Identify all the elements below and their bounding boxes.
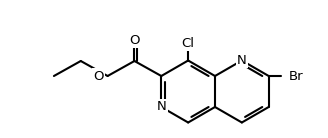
Text: Cl: Cl: [182, 37, 195, 50]
Text: Br: Br: [289, 70, 303, 83]
Text: O: O: [93, 70, 104, 83]
Text: N: N: [156, 100, 166, 113]
Text: N: N: [237, 54, 247, 67]
Text: O: O: [129, 34, 140, 47]
